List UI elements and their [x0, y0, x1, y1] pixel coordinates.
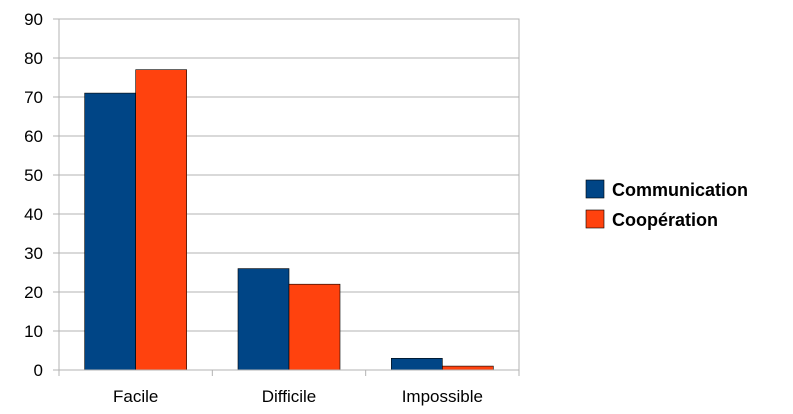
legend-label-communication: Communication — [612, 180, 748, 200]
legend: Communication Coopération — [585, 179, 748, 230]
y-axis-ticks: 0 10 20 30 40 50 60 70 80 90 — [24, 10, 59, 380]
legend-swatch-cooperation — [585, 209, 605, 229]
x-tick-label: Difficile — [262, 387, 316, 406]
y-tick-label: 50 — [24, 166, 43, 185]
y-tick-label: 20 — [24, 283, 43, 302]
bar-cooperation-facile — [135, 69, 187, 371]
bar-communication-difficile — [237, 268, 290, 371]
y-tick-label: 10 — [24, 322, 43, 341]
plot-frame — [58, 18, 520, 371]
bars — [84, 69, 494, 371]
legend-swatch-communication — [585, 179, 605, 199]
bar-communication-impossible — [391, 357, 443, 371]
y-tick-label: 80 — [24, 49, 43, 68]
y-tick-label: 40 — [24, 205, 43, 224]
x-tick-label: Facile — [113, 387, 158, 406]
y-tick-label: 70 — [24, 88, 43, 107]
x-axis-ticks: Facile Difficile Impossible — [58, 370, 520, 406]
y-tick-label: 0 — [34, 361, 43, 380]
bar-cooperation-difficile — [288, 283, 341, 371]
legend-label-cooperation: Coopération — [612, 210, 718, 230]
x-tick-label: Impossible — [402, 387, 483, 406]
bar-communication-facile — [84, 92, 136, 371]
y-tick-label: 30 — [24, 244, 43, 263]
y-tick-label: 60 — [24, 127, 43, 146]
y-tick-label: 90 — [24, 10, 43, 29]
bar-cooperation-impossible — [442, 365, 494, 371]
